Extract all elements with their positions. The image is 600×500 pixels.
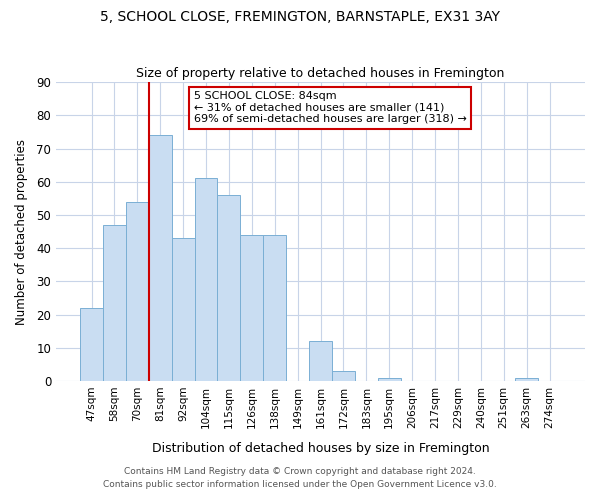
Bar bbox=[80, 308, 103, 381]
Text: Contains HM Land Registry data © Crown copyright and database right 2024.
Contai: Contains HM Land Registry data © Crown c… bbox=[103, 468, 497, 489]
Bar bbox=[126, 202, 149, 381]
Bar bbox=[309, 341, 332, 381]
Bar bbox=[241, 235, 263, 381]
Bar bbox=[378, 378, 401, 381]
Bar bbox=[263, 235, 286, 381]
Bar bbox=[515, 378, 538, 381]
X-axis label: Distribution of detached houses by size in Fremington: Distribution of detached houses by size … bbox=[152, 442, 490, 455]
Title: Size of property relative to detached houses in Fremington: Size of property relative to detached ho… bbox=[136, 66, 505, 80]
Bar bbox=[332, 371, 355, 381]
Text: 5, SCHOOL CLOSE, FREMINGTON, BARNSTAPLE, EX31 3AY: 5, SCHOOL CLOSE, FREMINGTON, BARNSTAPLE,… bbox=[100, 10, 500, 24]
Bar bbox=[194, 178, 217, 381]
Bar bbox=[149, 135, 172, 381]
Bar bbox=[103, 225, 126, 381]
Y-axis label: Number of detached properties: Number of detached properties bbox=[15, 138, 28, 324]
Bar bbox=[172, 238, 194, 381]
Bar bbox=[217, 195, 241, 381]
Text: 5 SCHOOL CLOSE: 84sqm
← 31% of detached houses are smaller (141)
69% of semi-det: 5 SCHOOL CLOSE: 84sqm ← 31% of detached … bbox=[194, 91, 466, 124]
